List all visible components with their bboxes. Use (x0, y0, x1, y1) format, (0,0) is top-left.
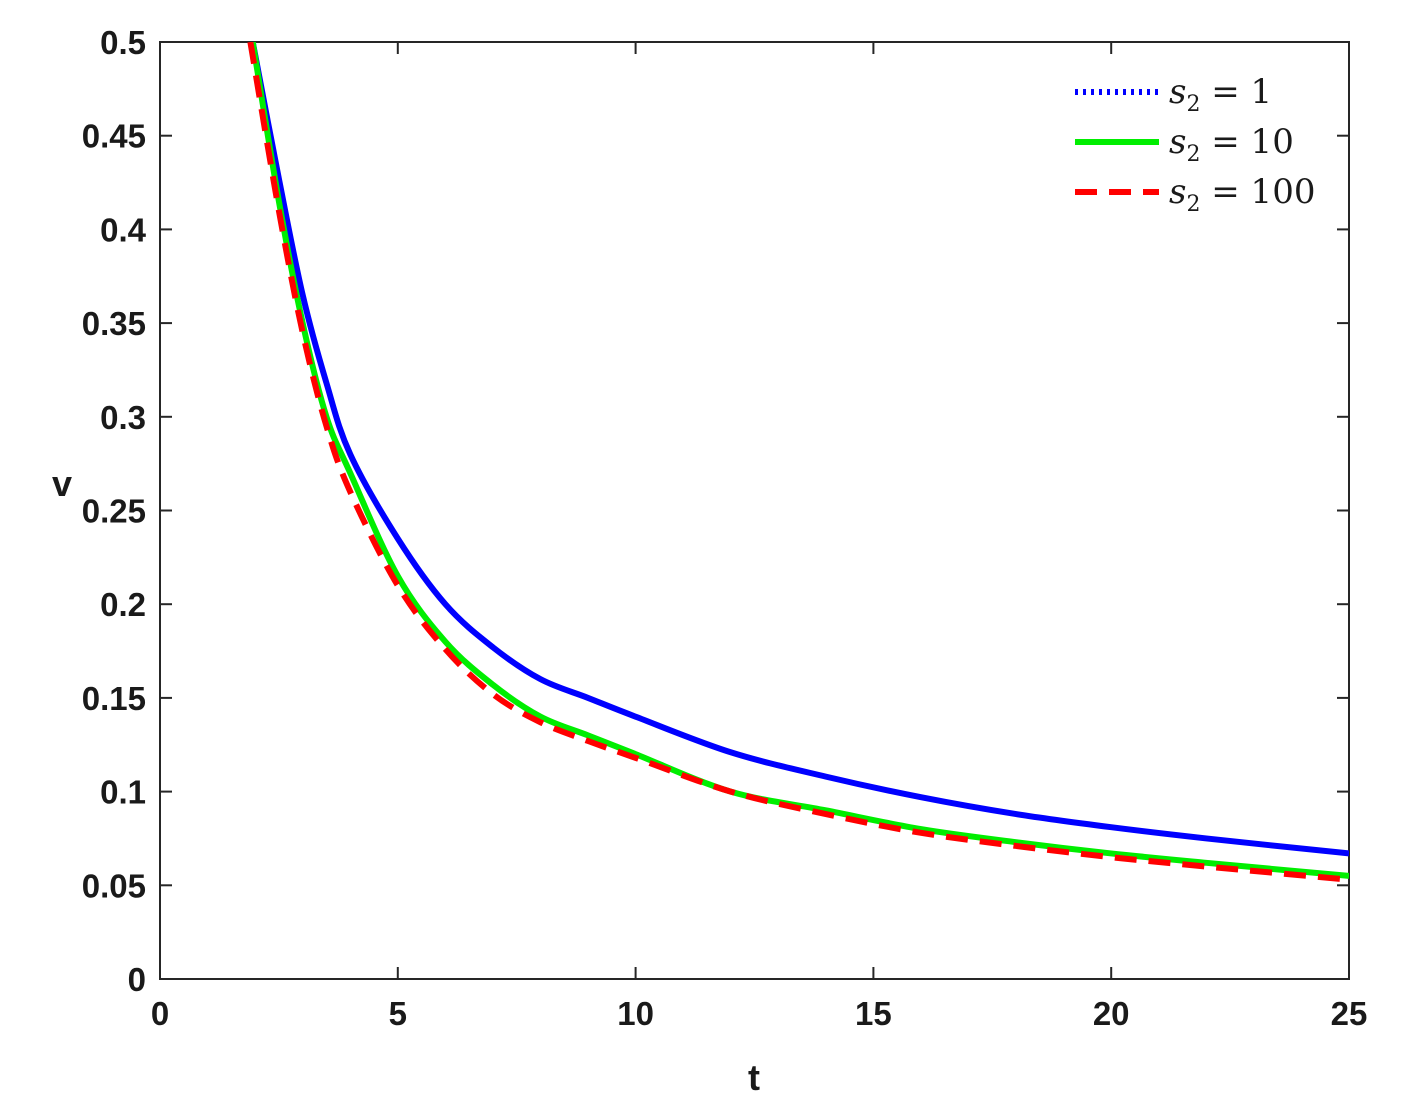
legend-subscript: 2 (1186, 92, 1200, 117)
legend-rest: = 1 (1200, 72, 1272, 112)
y-tick-label: 0.15 (82, 680, 146, 717)
legend-base: s (1169, 72, 1186, 112)
y-tick-label: 0.25 (82, 493, 146, 530)
y-axis-label: v (52, 463, 72, 504)
y-tick-label: 0.3 (100, 399, 146, 436)
y-tick-label: 0.5 (100, 24, 146, 61)
legend-entry-3: s2 = 100 (1169, 172, 1315, 217)
series-line-1 (249, 42, 1349, 857)
y-tick-label: 0 (128, 961, 146, 998)
x-tick-label: 25 (1331, 995, 1368, 1032)
series-lines (247, 42, 1349, 883)
x-tick-label: 15 (855, 995, 892, 1032)
tick-marks (159, 41, 1350, 980)
y-tick-labels: 0 0.05 0.1 0.15 0.2 0.25 0.3 0.35 0.4 0.45 0.5 (82, 24, 147, 998)
series-line-2 (249, 42, 1349, 879)
legend-base: s (1169, 172, 1186, 212)
y-tick-label: 0.2 (100, 586, 146, 623)
y-tick-label: 0.35 (82, 305, 146, 342)
y-tick-label: 0.1 (100, 774, 146, 811)
series-line-3 (247, 42, 1349, 883)
y-tick-label: 0.4 (100, 211, 147, 248)
x-tick-label: 10 (617, 995, 654, 1032)
y-tick-label: 0.05 (82, 867, 146, 904)
legend-entry-1: s2 = 1 (1169, 72, 1272, 117)
x-tick-label: 0 (151, 995, 169, 1032)
x-tick-labels: 0 5 10 15 20 25 (151, 995, 1368, 1032)
legend-rest: = 10 (1200, 122, 1293, 162)
legend-subscript: 2 (1186, 142, 1200, 167)
legend-entry-2: s2 = 10 (1169, 122, 1294, 167)
legend-subscript: 2 (1186, 192, 1200, 217)
x-axis-label: t (748, 1057, 760, 1098)
legend-rest: = 100 (1200, 172, 1315, 212)
x-tick-label: 5 (389, 995, 407, 1032)
legend-base: s (1169, 122, 1186, 162)
y-tick-label: 0.45 (82, 118, 146, 155)
x-tick-label: 20 (1093, 995, 1130, 1032)
